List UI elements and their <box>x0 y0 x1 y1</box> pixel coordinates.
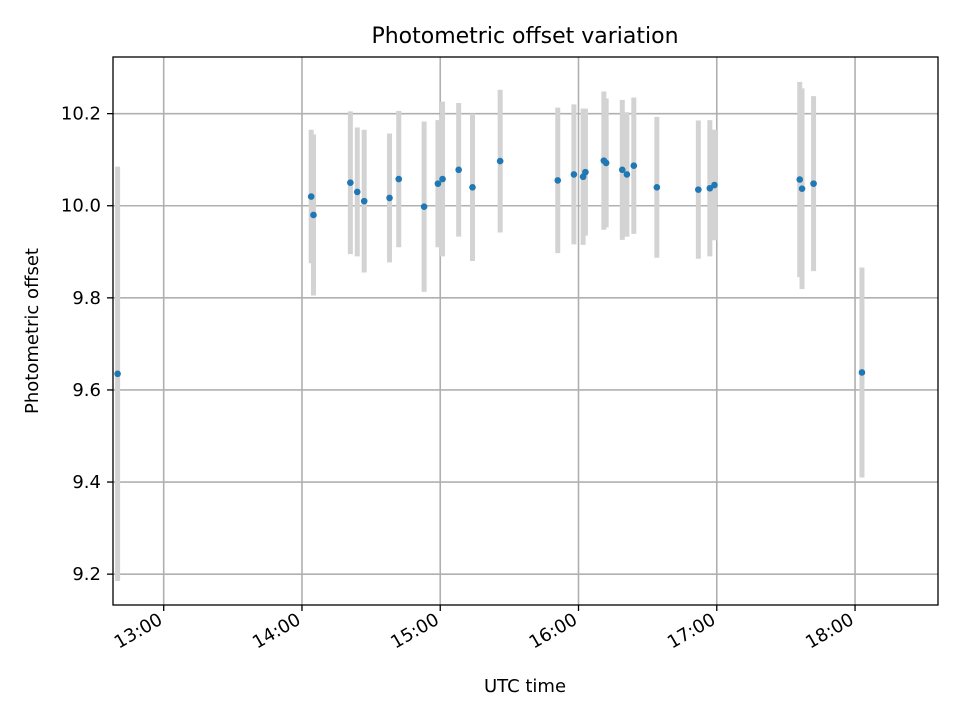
data-point <box>630 162 638 169</box>
data-point <box>695 186 702 193</box>
data-point <box>353 188 361 196</box>
data-point <box>439 175 446 183</box>
data-point <box>618 166 626 174</box>
data-point <box>347 179 354 187</box>
data-point <box>810 180 817 187</box>
data-point <box>570 171 578 178</box>
data-point <box>386 194 393 202</box>
data-point <box>582 168 589 176</box>
data-point <box>653 184 661 191</box>
data-point <box>711 181 718 189</box>
y-tick-label: 10.2 <box>61 104 101 125</box>
data-point <box>706 184 714 192</box>
data-point <box>310 211 317 219</box>
data-point <box>434 180 442 187</box>
data-points <box>114 157 866 378</box>
data-point <box>602 159 610 167</box>
y-axis-label: Photometric offset <box>22 248 43 414</box>
data-point <box>554 177 562 184</box>
data-point <box>114 370 121 378</box>
data-point <box>455 166 462 174</box>
data-point <box>469 184 476 191</box>
data-point <box>360 197 368 205</box>
y-tick-label: 10.0 <box>61 196 101 217</box>
x-axis-label: UTC time <box>484 676 566 697</box>
y-axis-ticks: 9.2 9.4 9.6 9.8 10.0 10.2 <box>61 104 113 585</box>
y-tick-label: 9.6 <box>72 380 101 401</box>
data-point <box>796 176 804 183</box>
data-point <box>307 193 315 200</box>
data-point <box>858 369 866 376</box>
data-point <box>623 171 631 178</box>
y-tick-label: 9.8 <box>72 288 101 309</box>
data-point <box>395 175 403 183</box>
data-point <box>798 185 806 193</box>
y-tick-label: 9.4 <box>72 472 101 493</box>
chart-title: Photometric offset variation <box>371 24 678 49</box>
plot-frame <box>112 56 939 606</box>
y-tick-label: 9.2 <box>72 564 101 585</box>
data-point <box>420 203 428 210</box>
data-point <box>496 157 504 165</box>
